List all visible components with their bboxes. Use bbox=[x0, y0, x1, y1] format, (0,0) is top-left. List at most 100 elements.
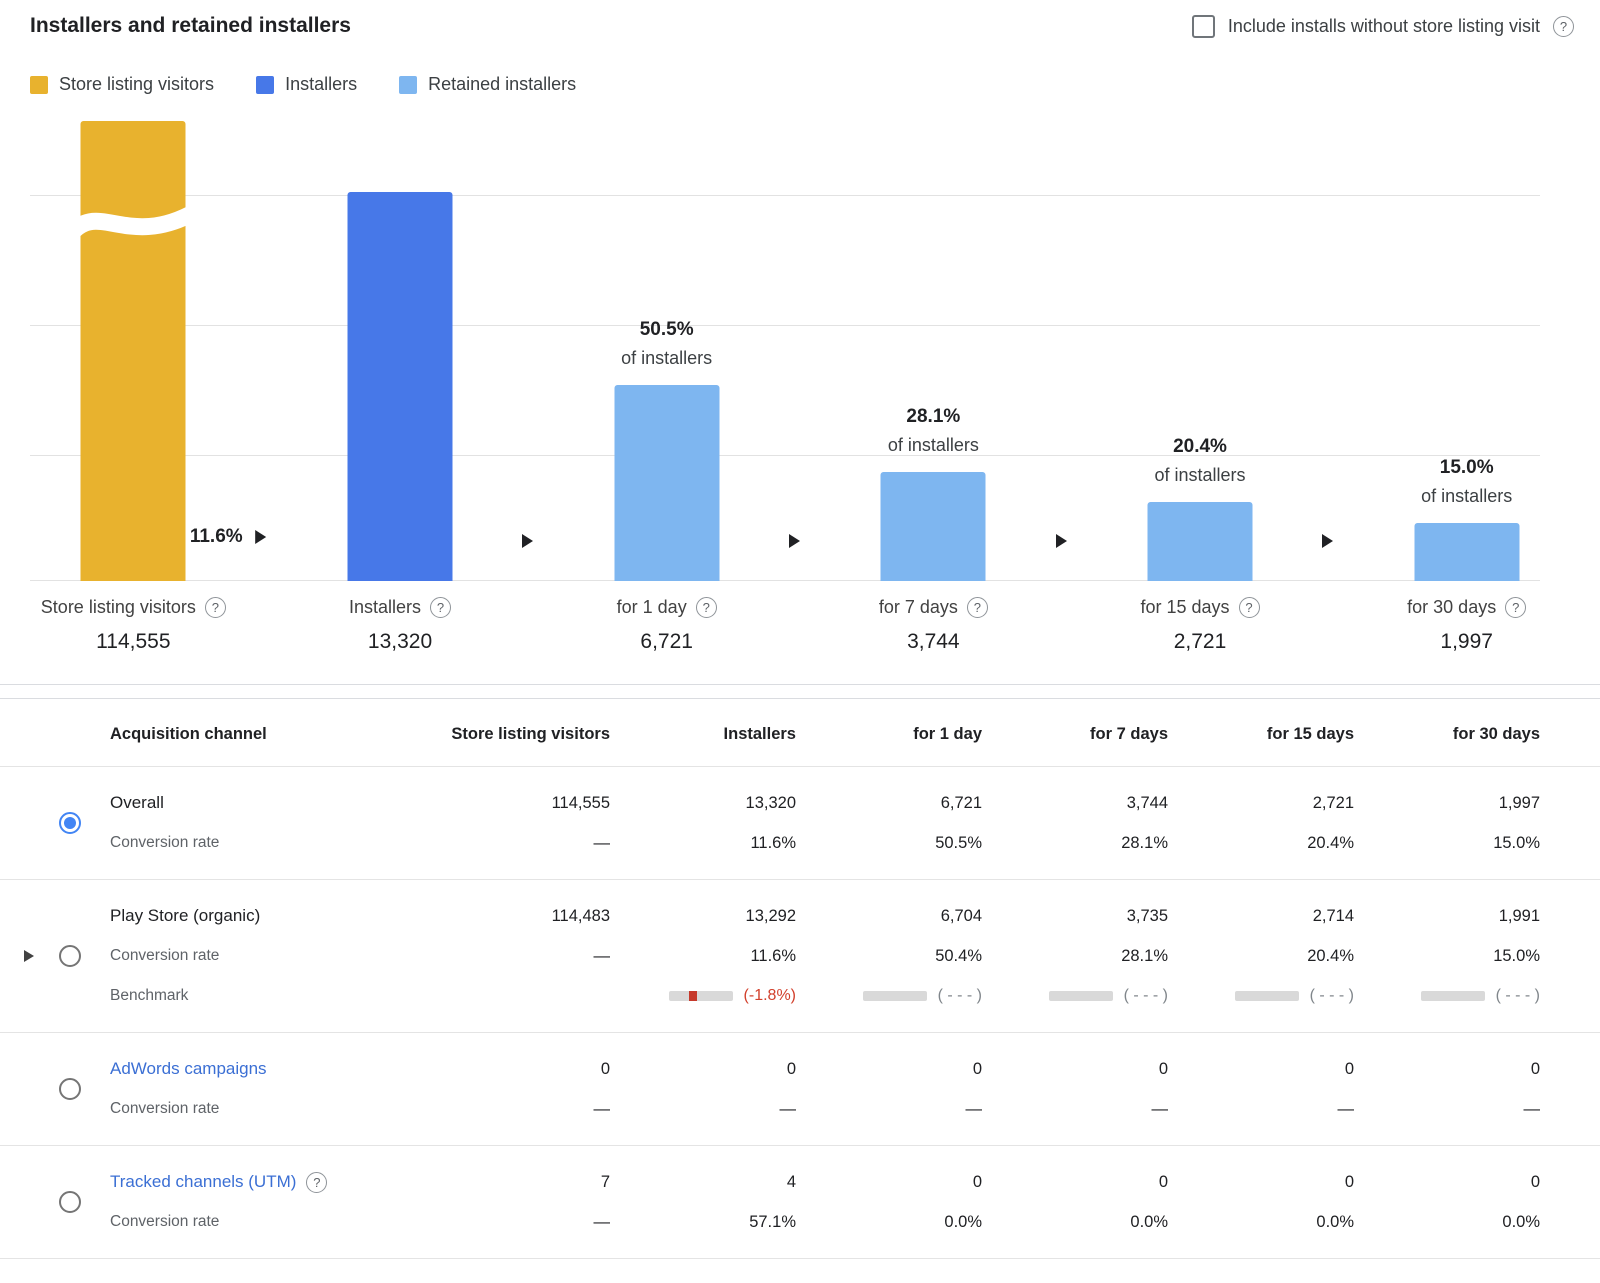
percent-sublabel: of installers bbox=[1154, 465, 1246, 485]
chart-category-label: for 15 days? bbox=[1140, 597, 1260, 618]
conversion-rate-label: Conversion rate bbox=[110, 1100, 220, 1117]
metric-cell: 6,721 50.5% bbox=[796, 783, 982, 863]
radio-button[interactable] bbox=[59, 945, 81, 967]
conversion-value-line: 28.1% bbox=[1121, 936, 1168, 976]
conversion-value: 20.4% bbox=[1307, 833, 1354, 852]
legend-swatch bbox=[30, 75, 48, 94]
table-row: Play Store (organic) Conversion rate Bench… bbox=[0, 880, 1600, 1033]
legend-item: Installers bbox=[256, 74, 357, 95]
conversion-rate-label: Conversion rate bbox=[110, 947, 220, 964]
chart-bar bbox=[1147, 502, 1253, 581]
help-icon[interactable]: ? bbox=[306, 1171, 328, 1193]
metric-cell: 0 0.0% bbox=[1168, 1162, 1354, 1242]
help-icon[interactable]: ? bbox=[1505, 597, 1527, 618]
metric-value: 0 bbox=[786, 1059, 796, 1078]
metric-value-line: 0 bbox=[1531, 1162, 1540, 1202]
metric-value-line: 6,704 bbox=[941, 896, 982, 936]
conversion-value: 0.0% bbox=[1130, 1212, 1168, 1231]
metric-value-line: 0 bbox=[1531, 1049, 1540, 1089]
table-row: Overall Conversion rate 114,555 — 13,320 11.6… bbox=[0, 767, 1600, 880]
help-icon[interactable]: ? bbox=[430, 597, 452, 618]
help-icon[interactable]: ? bbox=[695, 597, 717, 618]
metric-value: 1,997 bbox=[1498, 793, 1540, 812]
chart-legend: Store listing visitors Installers Retained… bbox=[30, 74, 1600, 95]
conversion-value-line: — bbox=[1524, 1089, 1541, 1129]
channel-link[interactable]: AdWords campaigns bbox=[110, 1059, 267, 1078]
row-controls bbox=[0, 1162, 110, 1242]
conversion-value: — bbox=[1523, 1099, 1541, 1118]
conversion-value: — bbox=[593, 946, 611, 965]
conversion-value-line: 11.6% bbox=[750, 936, 796, 976]
conversion-value: — bbox=[1337, 1099, 1355, 1118]
metric-cell: 0— bbox=[982, 1049, 1169, 1129]
table-row: AdWords campaigns Conversion rate 0—0—0—0—… bbox=[0, 1033, 1600, 1146]
metric-value-line: 2,714 bbox=[1313, 896, 1354, 936]
channel-name-line: Overall bbox=[110, 783, 424, 823]
category-text: for 7 days bbox=[878, 597, 958, 617]
metric-value: 6,721 bbox=[940, 793, 982, 812]
conversion-value: 15.0% bbox=[1493, 946, 1540, 965]
column-header: Installers bbox=[723, 725, 796, 743]
radio-button[interactable] bbox=[59, 1078, 81, 1100]
metric-value-line: 0 bbox=[1159, 1049, 1168, 1089]
conversion-value: 28.1% bbox=[1121, 946, 1168, 965]
chart-category: for 1 day? 6,721 bbox=[533, 597, 800, 654]
baseline bbox=[30, 580, 1540, 581]
radio-button[interactable] bbox=[59, 812, 81, 834]
metric-cell: 13,292 11.6% (-1.8%) bbox=[610, 896, 796, 1016]
metric-value: 6,704 bbox=[940, 906, 982, 925]
conversion-value: — bbox=[593, 1099, 611, 1118]
expand-icon[interactable] bbox=[24, 950, 44, 962]
percent-sublabel: of installers bbox=[621, 348, 713, 368]
conversion-label-line: Conversion rate bbox=[110, 1202, 424, 1242]
metric-cell: 1,997 15.0% bbox=[1354, 783, 1540, 863]
help-icon[interactable]: ? bbox=[204, 597, 226, 618]
conversion-value: 11.6% bbox=[750, 946, 796, 965]
conversion-value: — bbox=[965, 1099, 983, 1118]
metric-cell: 1,991 15.0% ( - - - ) bbox=[1354, 896, 1540, 1016]
conversion-value: 20.4% bbox=[1307, 946, 1354, 965]
radio-button[interactable] bbox=[59, 1191, 81, 1213]
channel-name-line: Play Store (organic) bbox=[110, 896, 424, 936]
benchmark-indicator: ( - - - ) bbox=[1234, 987, 1354, 1005]
chart-category-label: for 1 day? bbox=[617, 597, 717, 618]
chart-category-value: 1,997 bbox=[1440, 630, 1493, 653]
metric-value-line: 4 bbox=[787, 1162, 796, 1202]
chart-category-label: Store listing visitors? bbox=[41, 597, 226, 618]
metric-value: 13,292 bbox=[745, 906, 796, 925]
channel-cell: AdWords campaigns Conversion rate bbox=[110, 1049, 424, 1129]
chart-category-value: 6,721 bbox=[640, 630, 693, 653]
help-icon[interactable]: ? bbox=[966, 597, 988, 618]
percent-sublabel: of installers bbox=[1421, 486, 1513, 506]
conversion-value: 0.0% bbox=[1502, 1212, 1540, 1231]
include-installs-checkbox[interactable] bbox=[1191, 15, 1215, 38]
metric-value-line: 3,735 bbox=[1127, 896, 1168, 936]
funnel-chart: 50.5% of installers 28.1% of installers 20.4… bbox=[0, 121, 1600, 581]
conversion-value-line: 20.4% bbox=[1307, 936, 1354, 976]
row-controls bbox=[0, 896, 110, 1016]
retention-percent-label: 28.1% of installers bbox=[818, 406, 1048, 456]
arrow-icon bbox=[789, 534, 800, 548]
metric-value: 114,555 bbox=[551, 793, 610, 812]
metric-value: 4 bbox=[786, 1172, 796, 1191]
conversion-value-line: — bbox=[966, 1089, 983, 1129]
conversion-value: — bbox=[593, 1212, 611, 1231]
conversion-value: 28.1% bbox=[1121, 833, 1168, 852]
channel-link[interactable]: Tracked channels (UTM) bbox=[110, 1172, 297, 1191]
help-icon[interactable]: ? bbox=[1238, 597, 1260, 618]
benchmark-text: ( - - - ) bbox=[1495, 987, 1540, 1004]
conversion-value-line: 15.0% bbox=[1493, 936, 1540, 976]
header-gutter bbox=[0, 725, 110, 744]
legend-swatch bbox=[399, 75, 418, 94]
chart-column: 20.4% of installers bbox=[1067, 121, 1334, 581]
help-icon[interactable]: ? bbox=[1553, 16, 1574, 37]
row-controls bbox=[0, 1049, 110, 1129]
metric-cell: 114,483 — bbox=[424, 896, 610, 1016]
arrow-icon bbox=[1055, 534, 1067, 548]
metric-value: 13,320 bbox=[745, 793, 796, 812]
arrow-icon bbox=[522, 534, 534, 548]
conversion-value: 11.6% bbox=[750, 833, 796, 852]
chart-column: 28.1% of installers bbox=[800, 121, 1067, 581]
chart-bar bbox=[1414, 523, 1520, 581]
